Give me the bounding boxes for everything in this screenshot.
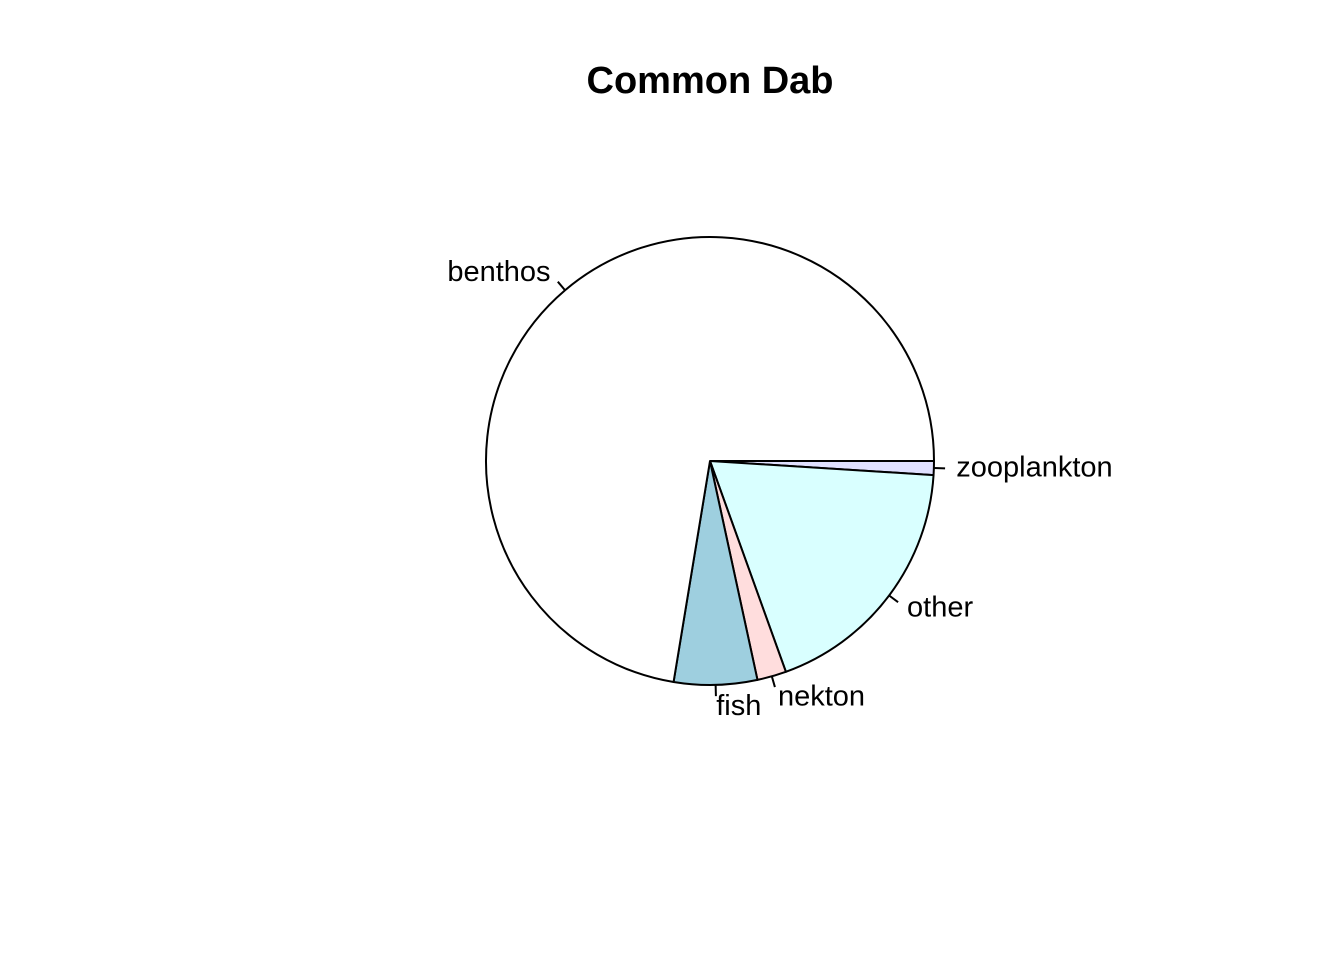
label-ticks [557,281,946,697]
slice-label-zooplankton: zooplankton [956,451,1112,483]
label-tick-other [888,594,899,604]
slice-label-fish: fish [716,690,761,722]
slice-labels: zooplankton other nekton fish benthos [447,256,1112,722]
chart-title: Common Dab [587,60,834,102]
label-tick-nekton [770,676,776,688]
pie-slices [485,236,935,686]
slice-label-benthos: benthos [447,256,550,288]
slice-label-other: other [907,592,973,624]
pie-slice-other [709,460,935,673]
label-tick-benthos [557,281,566,291]
pie-slice-benthos [485,236,935,684]
slice-label-nekton: nekton [778,680,865,712]
